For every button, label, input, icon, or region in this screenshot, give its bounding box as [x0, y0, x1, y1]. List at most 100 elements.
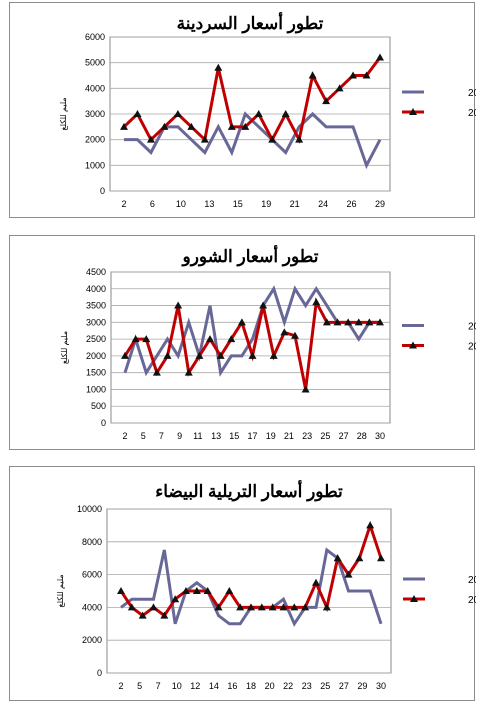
- data-point: [279, 603, 288, 611]
- chart-svg: تطور أسعار التريلية البيضاء 0 2000 4000 6000…: [56, 479, 476, 691]
- data-point: [248, 351, 257, 359]
- y-tick-label: 2000: [86, 351, 106, 361]
- x-tick-label: 2: [121, 199, 126, 209]
- data-point: [200, 135, 209, 143]
- x-tick-label: 17: [247, 431, 257, 441]
- data-point: [146, 135, 155, 143]
- data-point: [236, 603, 245, 611]
- x-tick-label: 23: [302, 681, 312, 691]
- sardine-chart-panel: تطور أسعار السردينة 0 1000 2000 3000 4000 5000…: [9, 2, 476, 218]
- data-point: [160, 611, 169, 619]
- x-tick-label: 25: [320, 431, 330, 441]
- x-tick-label: 30: [375, 431, 385, 441]
- legend-label: ديسمبر 2016: [468, 575, 476, 586]
- y-tick-label: 3500: [86, 301, 106, 311]
- x-tick-label: 7: [159, 431, 164, 441]
- x-tick-label: 16: [227, 681, 237, 691]
- x-tick-label: 10: [176, 199, 186, 209]
- legend-label: ديسمبر2017: [468, 595, 476, 606]
- shorou-chart-panel: تطور أسعار الشورو 0 500 1000 1500 2000 2500 300…: [9, 235, 476, 450]
- y-tick-label: 0: [100, 186, 105, 196]
- x-tick-label: 28: [357, 431, 367, 441]
- chart-title: تطور أسعار التريلية البيضاء: [155, 479, 343, 502]
- data-point: [333, 554, 342, 562]
- data-point: [216, 351, 225, 359]
- y-tick-label: 4000: [82, 602, 102, 612]
- data-point: [365, 318, 374, 326]
- y-tick-label: 1500: [86, 368, 106, 378]
- data-point: [192, 587, 201, 594]
- x-tick-label: 24: [318, 199, 328, 209]
- data-point: [269, 351, 278, 359]
- white-trilia-chart-panel: تطور أسعار التريلية البيضاء 0 2000 4000 6000…: [9, 466, 476, 701]
- y-tick-label: 2500: [86, 334, 106, 344]
- data-point: [182, 587, 190, 594]
- legend-label: ديسمبر2017: [468, 108, 476, 119]
- x-tick-label: 18: [246, 681, 256, 691]
- data-point: [344, 318, 353, 326]
- data-point: [133, 110, 142, 117]
- y-tick-label: 2000: [82, 635, 102, 645]
- data-point: [142, 335, 151, 343]
- data-point: [127, 603, 136, 611]
- y-tick-label: 4000: [85, 83, 105, 93]
- chart-title: تطور أسعار السردينة: [177, 11, 324, 34]
- x-tick-label: 15: [233, 199, 243, 209]
- data-point: [301, 385, 310, 393]
- x-tick-label: 13: [204, 199, 214, 209]
- data-point: [171, 595, 180, 603]
- data-point: [131, 335, 140, 343]
- x-tick-label: 2: [118, 681, 123, 691]
- x-tick-label: 19: [261, 199, 271, 209]
- x-tick-label: 21: [290, 199, 300, 209]
- x-tick-label: 12: [190, 681, 200, 691]
- legend-marker: [409, 108, 417, 115]
- x-tick-label: 15: [229, 431, 239, 441]
- data-point: [335, 84, 344, 92]
- y-tick-label: 10000: [77, 504, 102, 514]
- y-axis-label: مليم للكلغ: [59, 97, 68, 130]
- data-point: [322, 318, 331, 326]
- legend-marker: [410, 595, 418, 602]
- data-point: [160, 122, 169, 130]
- x-tick-label: 6: [150, 199, 155, 209]
- legend-marker: [409, 341, 417, 349]
- data-point: [366, 521, 375, 529]
- x-tick-label: 11: [193, 431, 202, 441]
- data-point: [355, 554, 364, 562]
- legend-label: ديسمبر 2016: [468, 322, 476, 333]
- y-tick-label: 2000: [85, 135, 105, 145]
- y-tick-label: 8000: [82, 537, 102, 547]
- y-tick-label: 500: [91, 401, 106, 411]
- x-tick-label: 10: [172, 681, 182, 691]
- x-tick-label: 19: [266, 431, 276, 441]
- x-tick-label: 27: [339, 431, 349, 441]
- x-tick-label: 27: [339, 681, 349, 691]
- x-tick-label: 7: [156, 681, 161, 691]
- data-point: [163, 351, 172, 359]
- data-point: [376, 53, 384, 61]
- data-point: [187, 122, 196, 130]
- data-point: [322, 603, 331, 611]
- legend-label: ديسمبر 2016: [468, 88, 476, 99]
- data-point: [312, 578, 320, 586]
- x-tick-label: 14: [209, 681, 219, 691]
- data-point: [268, 135, 277, 143]
- y-axis-label: مليم للكلغ: [56, 574, 65, 607]
- data-point: [237, 318, 246, 326]
- data-point: [117, 587, 125, 594]
- x-tick-label: 29: [375, 199, 385, 209]
- data-point: [362, 71, 371, 79]
- data-point: [241, 122, 250, 130]
- x-tick-label: 20: [265, 681, 275, 691]
- y-tick-label: 4000: [86, 284, 106, 294]
- y-tick-label: 6000: [85, 32, 105, 42]
- data-point: [227, 335, 236, 343]
- chart-svg: تطور أسعار السردينة 0 1000 2000 3000 4000 5000…: [59, 11, 476, 209]
- data-point: [354, 318, 363, 326]
- data-point: [149, 603, 158, 611]
- data-point: [173, 110, 182, 117]
- x-tick-label: 22: [283, 681, 293, 691]
- x-tick-label: 21: [284, 431, 294, 441]
- data-point: [322, 97, 331, 105]
